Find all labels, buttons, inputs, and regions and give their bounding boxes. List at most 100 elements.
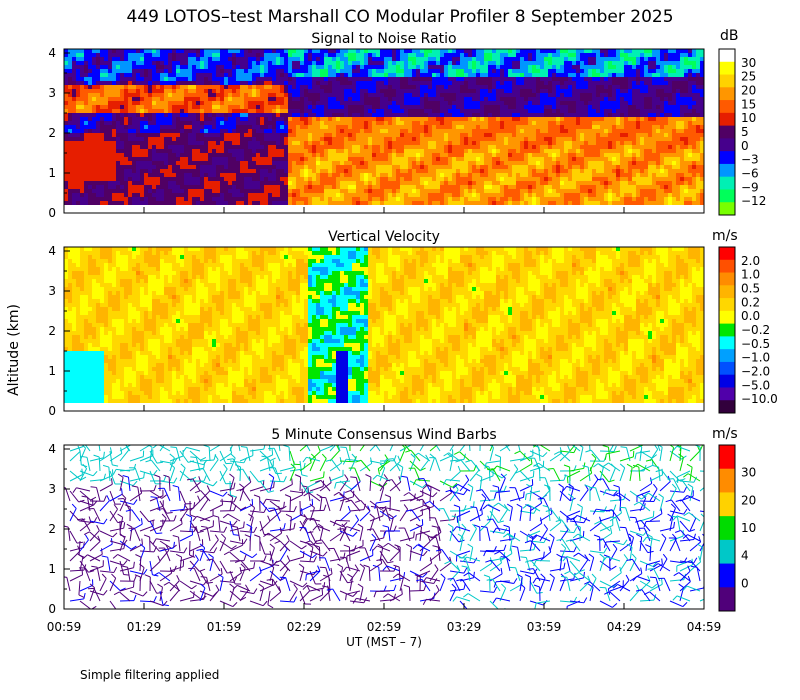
snr-cell xyxy=(348,125,352,129)
snr-cell xyxy=(244,149,248,153)
snr-cell xyxy=(544,89,548,93)
snr-cell xyxy=(468,85,472,89)
snr-cell xyxy=(568,133,572,137)
snr-cell xyxy=(148,161,152,165)
snr-cell xyxy=(520,53,524,57)
snr-cell xyxy=(560,149,564,153)
snr-cell xyxy=(288,137,292,141)
snr-cell xyxy=(384,93,388,97)
snr-cell xyxy=(164,85,168,89)
snr-cell xyxy=(532,85,536,89)
snr-cell xyxy=(264,57,268,61)
snr-cell xyxy=(340,137,344,141)
snr-cell xyxy=(388,117,392,121)
snr-cell xyxy=(420,93,424,97)
snr-cell xyxy=(352,85,356,89)
snr-cell xyxy=(68,145,72,149)
snr-cell xyxy=(496,181,500,185)
snr-cell xyxy=(280,61,284,65)
snr-cell xyxy=(248,177,252,181)
snr-cell xyxy=(200,149,204,153)
snr-cell xyxy=(460,173,464,177)
snr-cell xyxy=(80,153,84,157)
snr-cell xyxy=(356,73,360,77)
snr-cell xyxy=(356,141,360,145)
snr-cell xyxy=(464,141,468,145)
snr-cell xyxy=(116,93,120,97)
snr-cell xyxy=(396,141,400,145)
snr-cell xyxy=(544,69,548,73)
snr-cell xyxy=(504,101,508,105)
snr-cell xyxy=(548,57,552,61)
snr-cell xyxy=(372,145,376,149)
snr-cell xyxy=(268,137,272,141)
snr-cell xyxy=(236,189,240,193)
snr-cell xyxy=(352,193,356,197)
snr-cell xyxy=(420,129,424,133)
snr-cell xyxy=(420,169,424,173)
snr-cell xyxy=(400,193,404,197)
snr-cell xyxy=(80,81,84,85)
snr-cell xyxy=(124,49,128,53)
snr-cell xyxy=(272,73,276,77)
snr-cell xyxy=(228,145,232,149)
snr-cell xyxy=(132,165,136,169)
snr-cell xyxy=(128,177,132,181)
snr-cell xyxy=(284,133,288,137)
snr-cell xyxy=(108,157,112,161)
snr-cell xyxy=(300,101,304,105)
snr-cell xyxy=(220,69,224,73)
snr-cell xyxy=(212,105,216,109)
snr-cell xyxy=(536,57,540,61)
snr-cell xyxy=(208,77,212,81)
snr-cell xyxy=(148,93,152,97)
snr-cell xyxy=(108,201,112,205)
snr-cell xyxy=(212,193,216,197)
snr-cell xyxy=(404,197,408,201)
snr-cell xyxy=(428,85,432,89)
snr-cell xyxy=(396,193,400,197)
snr-cell xyxy=(176,161,180,165)
snr-cell xyxy=(88,161,92,165)
snr-cell xyxy=(348,153,352,157)
snr-cell xyxy=(140,193,144,197)
snr-cell xyxy=(488,65,492,69)
snr-cell xyxy=(404,81,408,85)
snr-cell xyxy=(420,153,424,157)
snr-cell xyxy=(492,149,496,153)
snr-cell xyxy=(148,69,152,73)
snr-cell xyxy=(428,193,432,197)
snr-cell xyxy=(292,101,296,105)
snr-cell xyxy=(156,69,160,73)
snr-cell xyxy=(364,141,368,145)
snr-cell xyxy=(356,57,360,61)
snr-cell xyxy=(388,133,392,137)
snr-cell xyxy=(528,49,532,53)
snr-cell xyxy=(92,61,96,65)
snr-cell xyxy=(160,69,164,73)
snr-cell xyxy=(276,157,280,161)
snr-cell xyxy=(144,49,148,53)
snr-cell xyxy=(184,177,188,181)
snr-cell xyxy=(160,193,164,197)
snr-cell xyxy=(80,65,84,69)
snr-cell xyxy=(176,193,180,197)
snr-cell xyxy=(228,89,232,93)
snr-cell xyxy=(124,89,128,93)
snr-cell xyxy=(320,173,324,177)
snr-cell xyxy=(452,137,456,141)
snr-cell xyxy=(204,145,208,149)
snr-cell xyxy=(504,161,508,165)
snr-cell xyxy=(540,125,544,129)
snr-cell xyxy=(532,93,536,97)
snr-cell xyxy=(388,77,392,81)
snr-cell xyxy=(344,177,348,181)
snr-cell xyxy=(136,201,140,205)
snr-cell xyxy=(500,141,504,145)
snr-cell xyxy=(536,89,540,93)
snr-cell xyxy=(400,149,404,153)
snr-cell xyxy=(212,149,216,153)
snr-cell xyxy=(460,121,464,125)
snr-cell xyxy=(500,61,504,65)
snr-cell xyxy=(264,49,268,53)
